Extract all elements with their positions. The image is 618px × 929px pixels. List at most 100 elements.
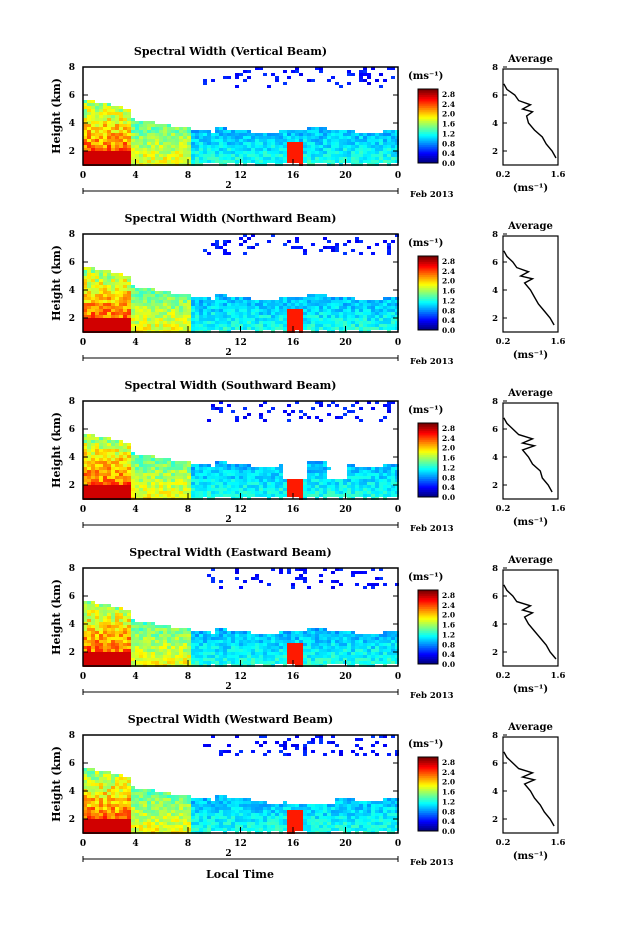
heatmap-cell [243,476,247,479]
heatmap-cell [215,139,219,142]
heatmap-cell [91,619,95,622]
heatmap-cell [99,112,103,115]
heatmap-cell [243,157,247,160]
heatmap-cell [287,136,291,139]
heatmap-cell [95,455,99,458]
heatmap-cell [171,136,175,139]
heatmap-cell [387,130,391,133]
heatmap-cell [139,464,143,467]
heatmap-cell [283,309,287,312]
heatmap-cell [215,479,219,482]
heatmap-cell [335,297,339,300]
heatmap-cell [211,136,215,139]
heatmap-cell [283,145,287,148]
heatmap-cell [159,482,163,485]
heatmap-cell [107,452,111,455]
heatmap-cell [143,324,147,327]
heatmap-cell [107,154,111,157]
x-tick-label: 4 [132,171,138,181]
heatmap-cell [83,610,87,613]
heatmap-cell [343,243,347,246]
heatmap-cell [207,309,211,312]
heatmap-cell [87,318,91,321]
heatmap-cell [319,628,323,631]
heatmap-cell [307,312,311,315]
heatmap-cell [123,327,127,330]
heatmap-cell [219,479,223,482]
heatmap-cell [243,79,247,82]
heatmap-cell [231,318,235,321]
heatmap-cell [99,154,103,157]
heatmap-cell [159,625,163,628]
heatmap-cell [339,658,343,661]
colorbar-segment [418,89,438,92]
heatmap-cell [207,136,211,139]
heatmap-cell [107,145,111,148]
heatmap-cell [383,321,387,324]
heatmap-cell [191,649,195,652]
heatmap-cell [103,461,107,464]
heatmap-cell [383,488,387,491]
colorbar-segment [418,122,438,125]
heatmap-cell [243,485,247,488]
heatmap-cell [151,154,155,157]
heatmap-cell [231,470,235,473]
heatmap-cell [127,285,131,288]
heatmap-cell [115,300,119,303]
colorbar-tick-label: 0.8 [442,473,455,482]
heatmap-cell [391,315,395,318]
heatmap-cell [151,631,155,634]
heatmap-cell [311,318,315,321]
heatmap-cell [319,655,323,658]
heatmap-cell [95,825,99,828]
heatmap-cell [171,157,175,160]
heatmap-cell [351,631,355,634]
heatmap-cell [147,139,151,142]
heatmap-cell [299,157,303,160]
heatmap-cell [215,157,219,160]
heatmap-cell [107,467,111,470]
heatmap-cell [327,130,331,133]
avg-y-tick-label: 6 [492,91,498,101]
heatmap-cell [95,807,99,810]
heatmap-cell [287,479,291,482]
heatmap-cell [175,646,179,649]
heatmap-cell [275,658,279,661]
heatmap-cell [219,461,223,464]
heatmap-cell [107,810,111,813]
heatmap-cell [83,619,87,622]
heatmap-cell [111,622,115,625]
heatmap-cell [263,148,267,151]
heatmap-cell [359,571,363,574]
heatmap-cell [143,470,147,473]
heatmap-cell [295,637,299,640]
heatmap-cell [123,482,127,485]
heatmap-cell [235,130,239,133]
heatmap-cell [167,646,171,649]
heatmap-cell [219,646,223,649]
heatmap-cell [255,151,259,154]
heatmap-cell [155,309,159,312]
heatmap-cell [95,321,99,324]
heatmap-cell [331,482,335,485]
heatmap-cell [275,637,279,640]
heatmap-cell [359,240,363,243]
heatmap-cell [99,482,103,485]
heatmap-cell [91,473,95,476]
heatmap-cell [319,634,323,637]
heatmap-cell [155,464,159,467]
heatmap-cell [103,148,107,151]
heatmap-cell [87,279,91,282]
heatmap-cell [355,136,359,139]
heatmap-cell [235,73,239,76]
heatmap-cell [135,467,139,470]
heatmap-cell [219,136,223,139]
heatmap-cell [203,145,207,148]
heatmap-cell [311,491,315,494]
heatmap-cell [223,318,227,321]
heatmap-cell [367,485,371,488]
heatmap-cell [367,467,371,470]
heatmap-cell [279,318,283,321]
heatmap-cell [87,139,91,142]
heatmap-cell [139,145,143,148]
